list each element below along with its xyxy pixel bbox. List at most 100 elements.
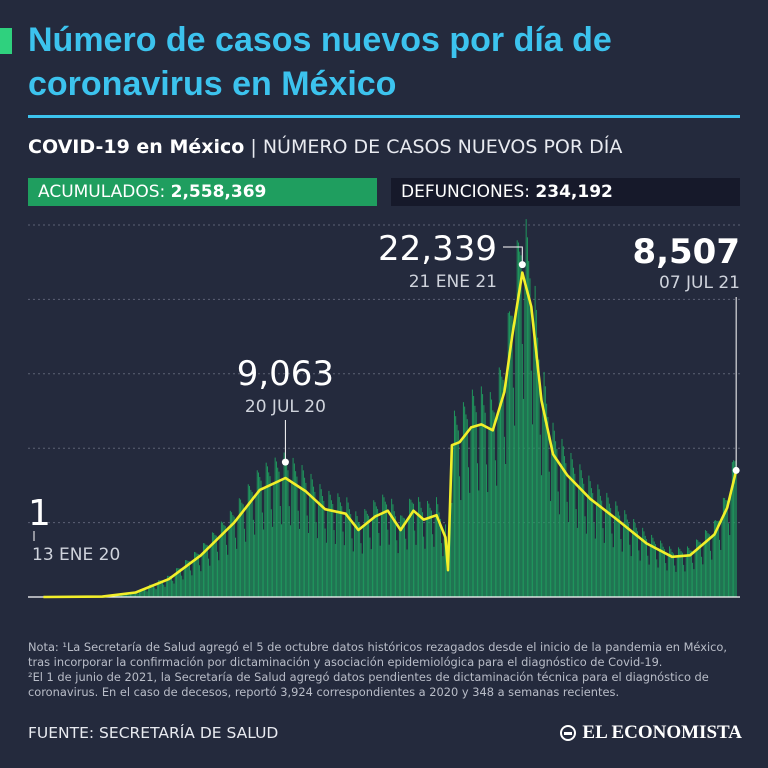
daily-bar <box>573 467 574 597</box>
daily-bar <box>655 544 656 597</box>
daily-bar <box>258 472 259 597</box>
daily-bar <box>387 529 389 597</box>
daily-bar <box>543 371 545 597</box>
daily-bar <box>131 592 133 597</box>
daily-bar <box>223 524 225 597</box>
daily-bar <box>571 459 573 597</box>
daily-bar <box>715 520 717 597</box>
daily-bar <box>487 492 489 597</box>
daily-bar <box>179 568 181 597</box>
daily-bar <box>160 580 162 597</box>
daily-bar <box>560 465 562 597</box>
daily-bar <box>626 519 628 597</box>
daily-bar <box>501 376 503 597</box>
daily-bar <box>642 527 644 597</box>
daily-bar <box>425 518 427 597</box>
daily-bar <box>241 502 243 597</box>
daily-bar <box>164 586 166 597</box>
daily-bar <box>690 550 692 597</box>
daily-bar <box>383 497 385 597</box>
daily-bar <box>675 571 677 597</box>
daily-bar <box>137 593 139 597</box>
daily-bar <box>599 495 601 597</box>
daily-bar <box>653 541 655 597</box>
daily-bar <box>292 457 294 597</box>
daily-bar <box>325 542 327 597</box>
annotation-value-label: 8,507 <box>632 232 740 272</box>
daily-bar <box>219 536 221 597</box>
daily-bar <box>300 488 302 597</box>
page-title: Número de casos nuevos por día de corona… <box>28 21 612 103</box>
daily-bar <box>146 591 148 597</box>
daily-bar <box>310 473 312 597</box>
daily-bar <box>281 524 283 597</box>
daily-bar <box>234 537 236 597</box>
daily-bar <box>282 479 284 597</box>
daily-bar <box>640 539 642 597</box>
daily-bar <box>455 416 457 597</box>
daily-bar <box>259 477 261 597</box>
daily-bar <box>301 465 303 597</box>
daily-bar <box>471 389 473 597</box>
daily-bar <box>699 542 701 597</box>
daily-bar <box>315 522 317 597</box>
daily-bar <box>346 497 348 597</box>
daily-bar <box>405 538 407 597</box>
daily-bar <box>163 584 165 597</box>
daily-bar <box>255 494 257 597</box>
daily-bar <box>412 503 414 597</box>
daily-bar <box>293 463 295 597</box>
daily-bar <box>249 486 251 597</box>
footnote-1: Nota: ¹La Secretaría de Salud agregó el … <box>28 640 727 669</box>
daily-bar <box>188 561 190 597</box>
daily-bar <box>656 559 658 597</box>
daily-bar <box>228 527 230 597</box>
daily-bar <box>460 500 462 597</box>
daily-bar <box>706 531 708 597</box>
daily-bar <box>252 519 254 597</box>
daily-bar <box>516 240 518 598</box>
daily-bar <box>400 515 402 597</box>
daily-bar <box>434 515 436 597</box>
daily-bar <box>224 526 226 597</box>
daily-bar <box>608 503 610 597</box>
daily-bar <box>671 552 673 597</box>
daily-bar <box>267 466 268 597</box>
daily-bar <box>661 543 663 597</box>
daily-bar <box>211 532 213 597</box>
daily-bar <box>274 457 276 597</box>
daily-bar <box>443 534 445 597</box>
daily-bar <box>433 546 435 597</box>
daily-bar <box>414 530 416 597</box>
daily-bar <box>461 438 463 597</box>
daily-bar <box>331 500 332 597</box>
footnote-2: ²El 1 de junio de 2021, la Secretaría de… <box>28 670 709 699</box>
daily-bar <box>119 595 121 597</box>
annotation-value-label: 1 <box>28 493 51 534</box>
daily-bar <box>548 471 550 597</box>
daily-bar <box>393 511 395 597</box>
defunciones-label: DEFUNCIONES: <box>401 182 531 202</box>
daily-bar <box>323 500 325 597</box>
daily-bar <box>370 549 372 597</box>
daily-bar <box>215 535 217 597</box>
daily-bar <box>427 500 429 597</box>
daily-bar <box>515 312 517 597</box>
daily-bar <box>264 487 266 597</box>
daily-bar <box>363 525 364 597</box>
daily-bar <box>457 430 459 597</box>
daily-bar <box>698 541 700 597</box>
daily-bar <box>710 550 712 597</box>
daily-bar <box>333 530 335 597</box>
daily-bar <box>506 373 508 597</box>
daily-bar <box>329 494 331 597</box>
daily-bar <box>214 534 216 597</box>
daily-bar <box>338 497 340 597</box>
daily-bar <box>611 533 613 597</box>
daily-bar <box>144 588 145 597</box>
daily-bar <box>688 547 690 597</box>
daily-bar <box>147 587 149 597</box>
daily-bar <box>442 556 444 597</box>
daily-bar <box>172 580 174 597</box>
daily-bar <box>539 434 541 597</box>
